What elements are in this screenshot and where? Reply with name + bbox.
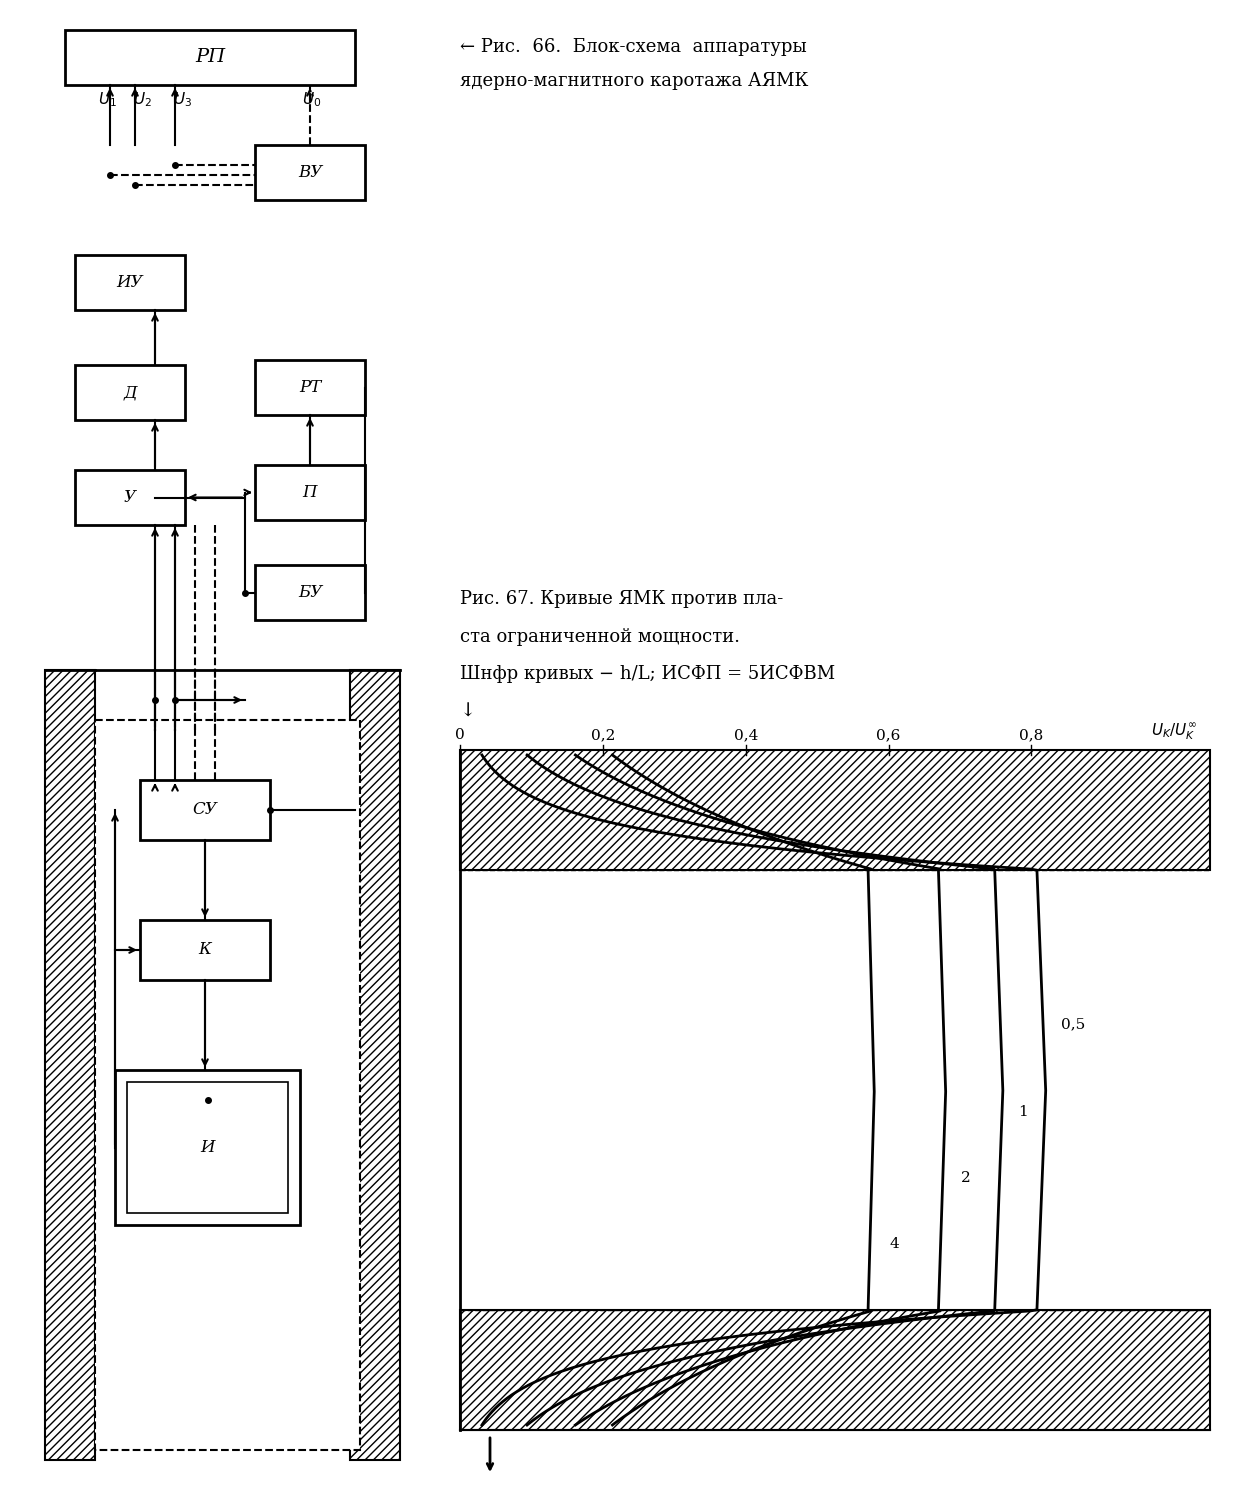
Text: СУ: СУ — [193, 801, 218, 819]
Text: РТ: РТ — [299, 380, 321, 396]
Bar — [75, 255, 185, 310]
Text: $U_0$: $U_0$ — [302, 89, 322, 109]
Bar — [351, 670, 399, 1461]
Text: 0,2: 0,2 — [591, 728, 615, 742]
Text: 0,4: 0,4 — [734, 728, 757, 742]
Text: 0,8: 0,8 — [1019, 728, 1044, 742]
Bar — [459, 1310, 1209, 1429]
Bar — [45, 670, 95, 1461]
Text: Д: Д — [123, 384, 136, 401]
Bar — [255, 465, 366, 520]
Text: 0,5: 0,5 — [1060, 1017, 1085, 1030]
Text: 1: 1 — [1018, 1105, 1028, 1120]
Text: $U_2$: $U_2$ — [133, 89, 151, 109]
Bar — [140, 780, 270, 840]
Text: У: У — [124, 488, 136, 506]
Bar — [75, 365, 185, 420]
Bar — [65, 30, 356, 85]
Text: ↓: ↓ — [459, 703, 476, 721]
Bar — [115, 1071, 300, 1225]
Text: ста ограниченной мощности.: ста ограниченной мощности. — [459, 628, 740, 646]
Bar — [459, 750, 1209, 870]
Bar — [255, 564, 366, 619]
Text: 0: 0 — [456, 728, 464, 742]
Text: 4: 4 — [889, 1237, 899, 1251]
Text: ядерно-магнитного каротажа АЯМК: ядерно-магнитного каротажа АЯМК — [459, 71, 809, 89]
Text: П: П — [303, 484, 317, 500]
Bar — [95, 721, 361, 1450]
Bar — [126, 1083, 288, 1214]
Text: ← Рис.  66.  Блок-схема  аппаратуры: ← Рис. 66. Блок-схема аппаратуры — [459, 39, 806, 57]
Text: 2: 2 — [960, 1170, 970, 1185]
Text: 0,6: 0,6 — [876, 728, 900, 742]
Text: БУ: БУ — [298, 584, 322, 602]
Text: ИУ: ИУ — [116, 274, 143, 290]
Text: $U_K/U_K^\infty$: $U_K/U_K^\infty$ — [1152, 721, 1197, 742]
Text: Рис. 67. Кривые ЯМК против пла-: Рис. 67. Кривые ЯМК против пла- — [459, 590, 784, 608]
Bar — [255, 144, 366, 200]
Bar — [255, 360, 366, 415]
Text: $U_3$: $U_3$ — [173, 89, 192, 109]
Text: Шнфр кривых − h/L; ИСФП = 5ИСФВМ: Шнфр кривых − h/L; ИСФП = 5ИСФВМ — [459, 666, 835, 683]
Text: РП: РП — [195, 49, 225, 67]
Bar — [140, 920, 270, 980]
Text: ВУ: ВУ — [298, 164, 322, 182]
Text: К: К — [199, 941, 212, 959]
Text: $U_1$: $U_1$ — [98, 89, 116, 109]
Bar — [75, 471, 185, 526]
Text: И: И — [200, 1139, 215, 1155]
